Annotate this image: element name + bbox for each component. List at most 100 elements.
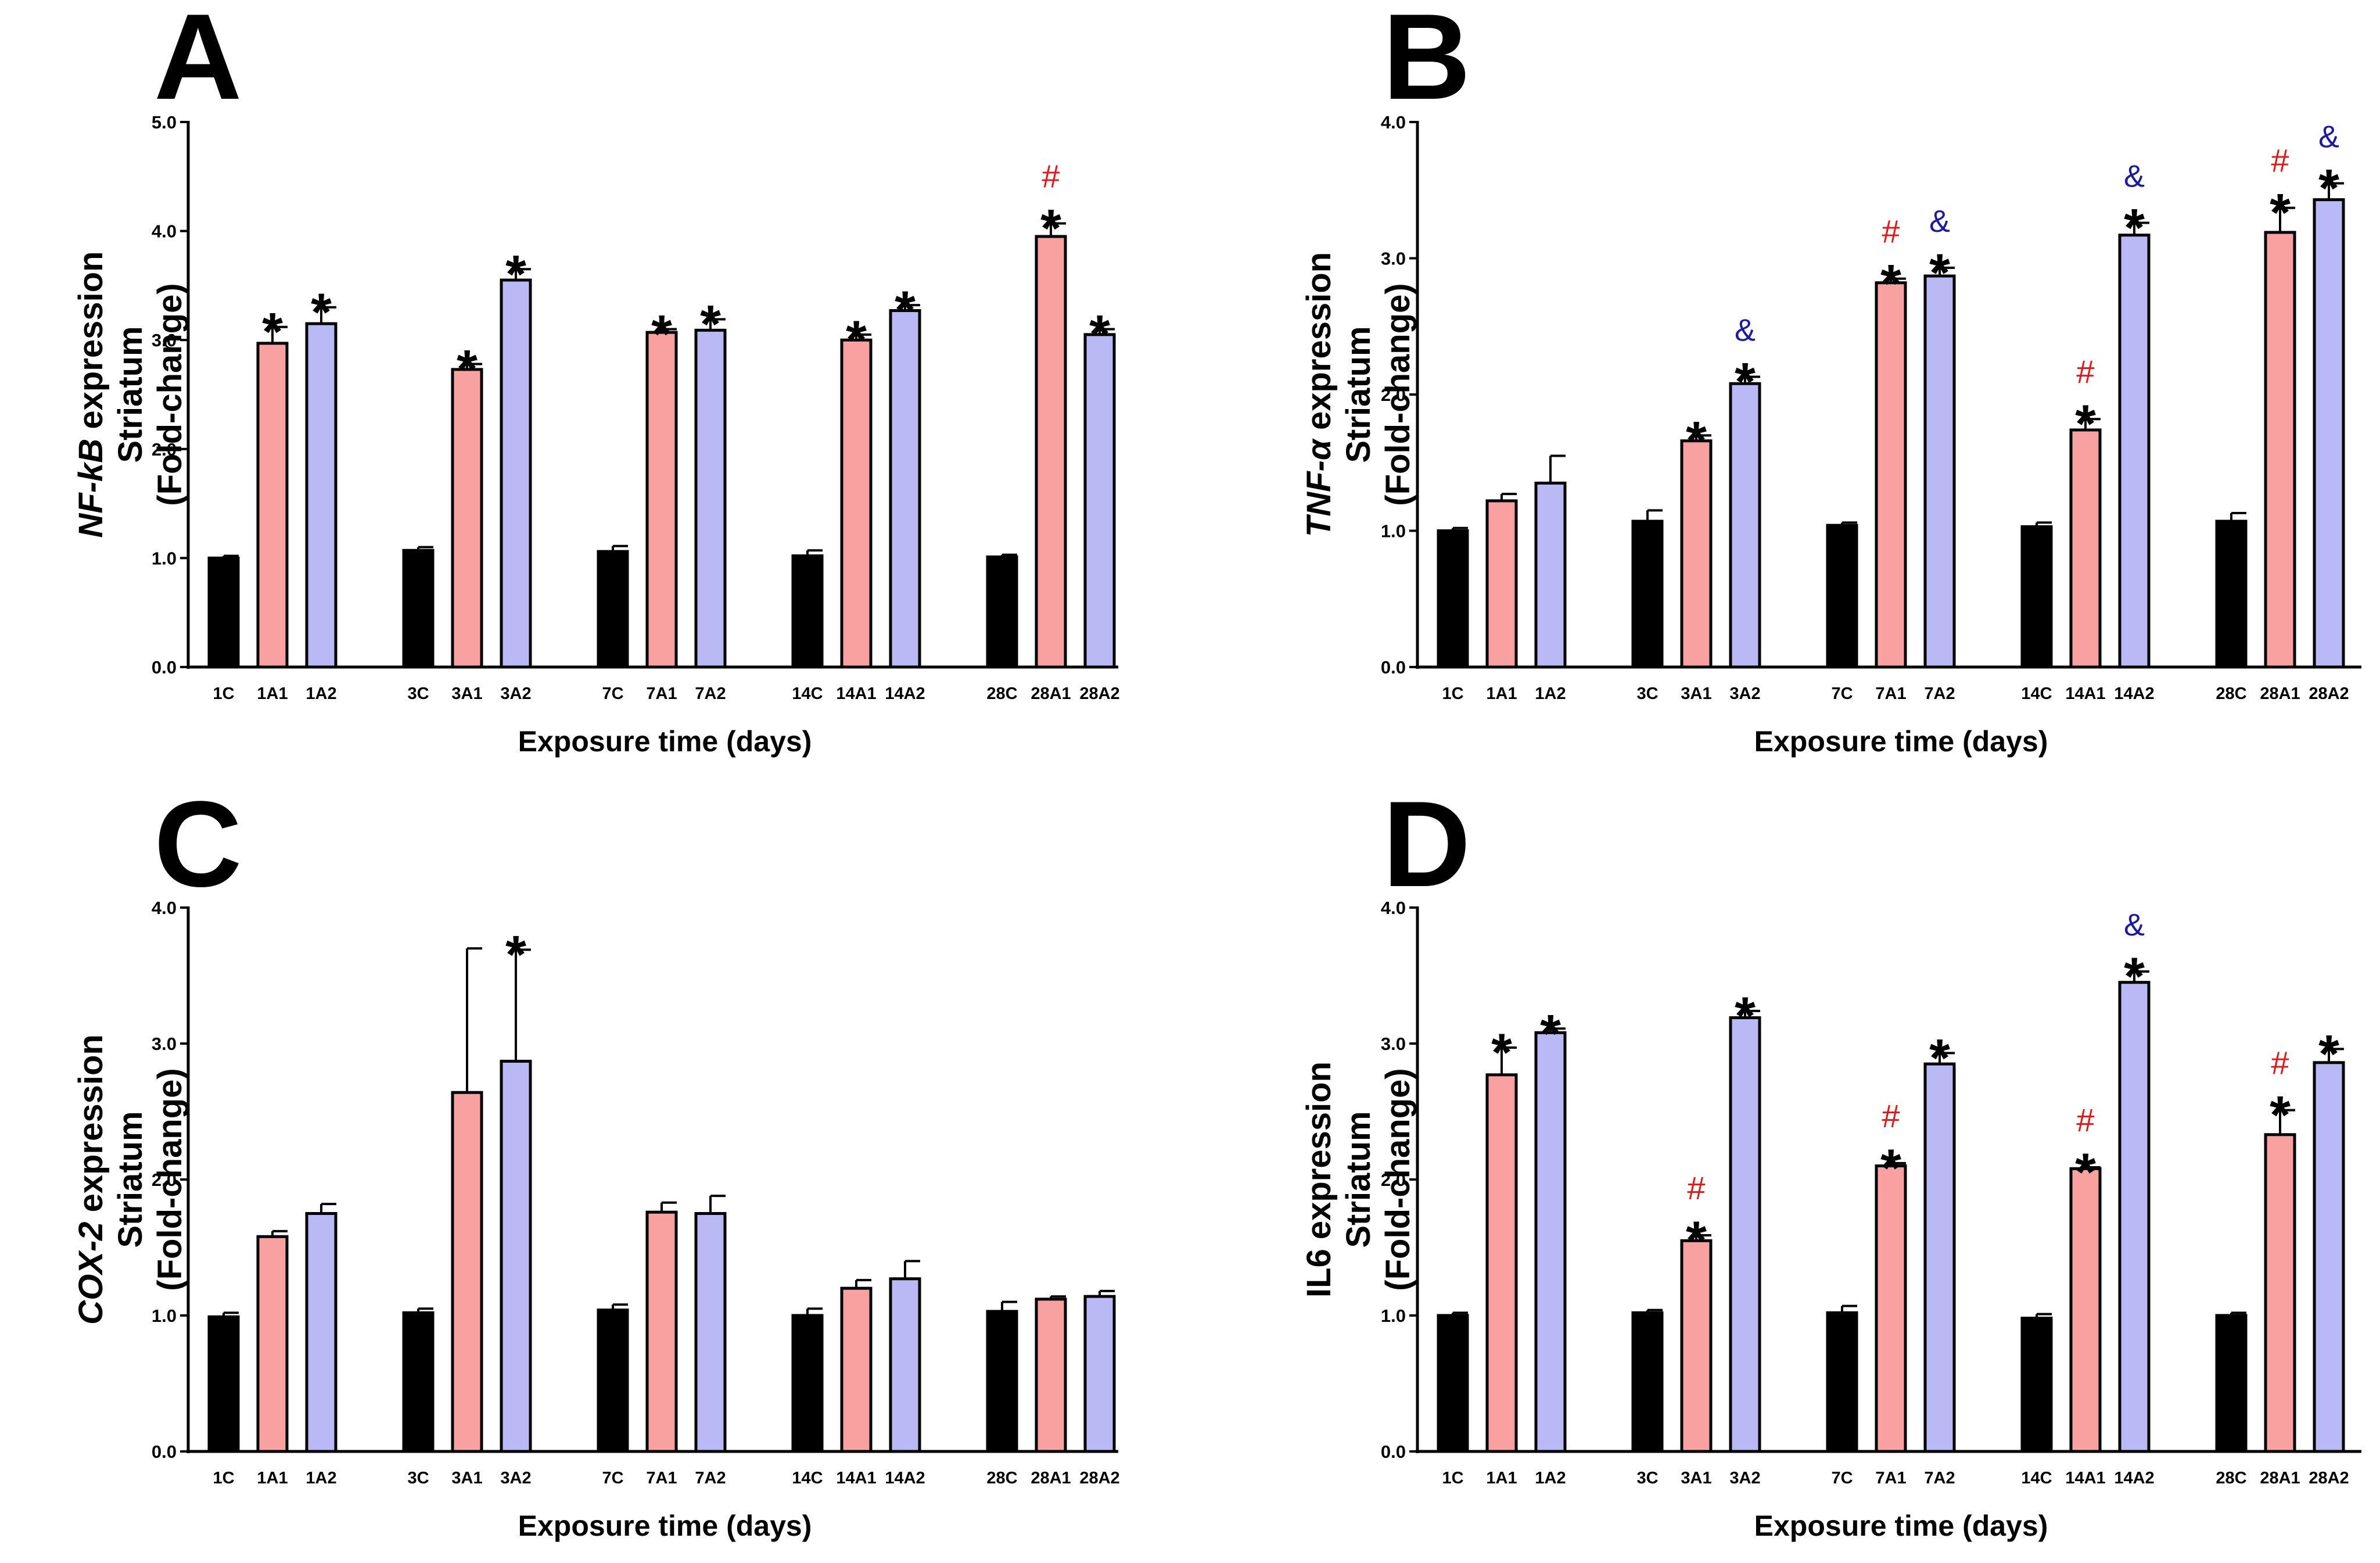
significance-star: * xyxy=(2318,1024,2339,1084)
category-label: 7A2 xyxy=(1924,1469,1955,1487)
chart-panel-c: C 0.0 1.0 2.0 3.0 4.0 COX-2 expressionStriatum… xyxy=(72,776,1120,1542)
bar-28C xyxy=(986,1310,1018,1453)
y-axis-gene-name: NF-kB xyxy=(72,439,110,538)
bar-7A1 xyxy=(645,331,678,669)
bar-7C xyxy=(597,550,629,669)
significance-star: * xyxy=(2124,947,2145,1006)
category-label: 3A1 xyxy=(1681,1469,1711,1487)
category-label: 14A1 xyxy=(836,684,876,703)
category-label: 7C xyxy=(1831,1469,1853,1487)
category-label: 7C xyxy=(1831,684,1853,703)
category-label: 28A2 xyxy=(1079,684,1119,703)
bar-7A2 xyxy=(1923,1062,1956,1453)
category-label: 14A2 xyxy=(2114,684,2154,703)
category-label: 1A1 xyxy=(1486,684,1517,703)
bar-7A2 xyxy=(1923,274,1956,669)
y-tick-label: 1.0 xyxy=(152,548,177,568)
bar-14C xyxy=(791,1314,824,1453)
bar-28A1 xyxy=(1035,1297,1067,1453)
significance-amp: & xyxy=(2124,908,2145,942)
x-axis-label: Exposure time (days) xyxy=(518,1510,812,1542)
bar-28A2 xyxy=(2313,1061,2345,1453)
y-tick-label: 2.0 xyxy=(1381,1170,1406,1190)
significance-star: * xyxy=(1686,1211,1707,1270)
bar-14A2 xyxy=(2118,981,2151,1453)
category-label: 14C xyxy=(792,1469,823,1487)
category-label: 7C xyxy=(602,1469,623,1487)
significance-amp: & xyxy=(1735,313,1756,348)
category-label: 3A1 xyxy=(451,1469,482,1487)
significance-star: * xyxy=(311,283,332,342)
significance-star: * xyxy=(2270,184,2291,243)
chart-panel-a: A 0.0 1.0 2.0 3.0 4.0 5.0 NF-kB expressionStria… xyxy=(72,0,1120,758)
category-label: 7C xyxy=(602,684,623,703)
y-axis-gene-name: COX-2 xyxy=(72,1222,110,1325)
category-label: 3A1 xyxy=(1681,684,1711,703)
significance-star: * xyxy=(2124,199,2145,258)
y-axis-label-line: Striatum xyxy=(112,326,149,463)
y-axis-label: COX-2 expressionStriatum(Fold-change) xyxy=(72,1034,189,1325)
category-label: 1C xyxy=(1442,684,1463,703)
y-tick-label: 0.0 xyxy=(152,1442,177,1462)
significance-star: * xyxy=(1089,304,1110,364)
category-label: 14A1 xyxy=(2065,684,2105,703)
significance-amp: & xyxy=(2318,120,2339,155)
significance-star: * xyxy=(1929,243,1950,303)
bar-3C xyxy=(1631,1311,1664,1453)
bar-1A2 xyxy=(1534,481,1567,669)
y-axis-label-line: (Fold-change) xyxy=(1379,283,1417,506)
bar-28A2 xyxy=(1083,1295,1116,1453)
bar-1C xyxy=(1437,529,1469,669)
category-label: 28A1 xyxy=(1031,684,1071,703)
bar-28A2 xyxy=(1083,333,1116,669)
bar-14A1 xyxy=(840,1286,873,1453)
significance-star: * xyxy=(1735,987,1756,1046)
significance-hash: # xyxy=(2076,1102,2094,1138)
significance-star: * xyxy=(262,303,283,362)
y-tick-label: 5.0 xyxy=(152,112,177,132)
category-label: 7A1 xyxy=(1875,1469,1906,1487)
bar-1A1 xyxy=(256,342,289,669)
bar-7A1 xyxy=(1875,281,1907,669)
category-label: 3A2 xyxy=(1729,1469,1760,1487)
category-label: 7A1 xyxy=(646,684,677,703)
bar-3C xyxy=(402,1311,435,1453)
bar-14A2 xyxy=(2118,234,2151,669)
y-tick-label: 0.0 xyxy=(1381,657,1406,677)
bar-7C xyxy=(597,1309,629,1453)
bar-1A2 xyxy=(1534,1031,1567,1453)
category-label: 14A2 xyxy=(885,684,925,703)
y-tick-label: 4.0 xyxy=(1381,112,1406,132)
bar-28C xyxy=(2215,1314,2248,1453)
bar-14A1 xyxy=(840,338,873,669)
y-axis-label-line: Striatum xyxy=(1340,1111,1377,1247)
category-label: 7A2 xyxy=(695,684,726,703)
y-tick-label: 2.0 xyxy=(1381,385,1406,405)
bar-3A1 xyxy=(1680,1239,1713,1453)
bar-1C xyxy=(207,556,240,669)
category-label: 1A2 xyxy=(1535,684,1566,703)
bar-7C xyxy=(1826,524,1858,669)
significance-star: * xyxy=(2075,395,2096,454)
bar-1A2 xyxy=(305,322,338,669)
y-axis-label-line: Striatum xyxy=(1340,326,1377,463)
category-label: 28A1 xyxy=(2260,1469,2300,1487)
category-label: 1C xyxy=(213,684,234,703)
x-axis-label: Exposure time (days) xyxy=(1754,1510,2048,1542)
bar-7C xyxy=(1826,1311,1858,1453)
category-label: 28C xyxy=(986,1469,1017,1487)
category-label: 3A2 xyxy=(500,684,531,703)
y-axis-label-text: expression xyxy=(72,1034,110,1221)
bar-28C xyxy=(986,555,1018,669)
category-label: 3A2 xyxy=(1729,684,1760,703)
bar-14A2 xyxy=(889,1277,921,1453)
panel-letter: C xyxy=(154,776,242,912)
bar-3A2 xyxy=(1729,1016,1761,1453)
chart-panel-b: B 0.0 1.0 2.0 3.0 4.0 TNF-α expressionStriatum… xyxy=(1300,0,2361,758)
significance-star: * xyxy=(457,339,478,399)
y-axis-label-line: IL6 expression xyxy=(1300,1062,1338,1297)
category-label: 1C xyxy=(1442,1469,1463,1487)
category-label: 28A1 xyxy=(1031,1469,1071,1487)
bar-3A2 xyxy=(1729,382,1761,669)
